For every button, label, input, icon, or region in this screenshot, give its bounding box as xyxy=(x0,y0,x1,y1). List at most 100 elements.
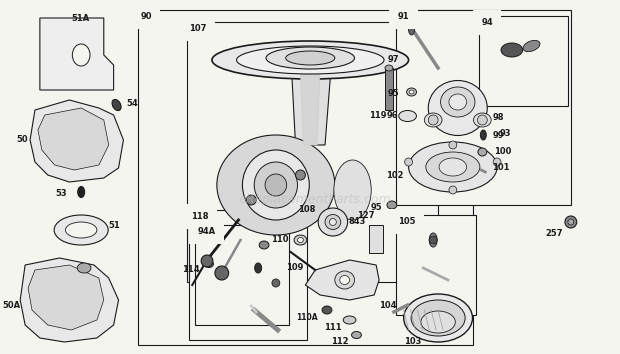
Ellipse shape xyxy=(481,114,486,122)
Text: 110: 110 xyxy=(271,235,289,245)
Ellipse shape xyxy=(259,241,269,249)
Text: 104: 104 xyxy=(379,302,397,310)
Polygon shape xyxy=(20,258,118,342)
Text: 95: 95 xyxy=(387,90,399,98)
Ellipse shape xyxy=(426,152,480,182)
Ellipse shape xyxy=(255,263,262,273)
Text: 111: 111 xyxy=(324,324,342,332)
Ellipse shape xyxy=(236,46,384,74)
Ellipse shape xyxy=(112,99,121,110)
Ellipse shape xyxy=(54,215,108,245)
Bar xyxy=(370,225,383,253)
Bar xyxy=(479,16,568,106)
Circle shape xyxy=(449,141,457,149)
Text: 107: 107 xyxy=(189,24,206,33)
Ellipse shape xyxy=(480,130,486,140)
Ellipse shape xyxy=(343,316,356,324)
Circle shape xyxy=(405,158,412,166)
Bar xyxy=(385,68,393,110)
Ellipse shape xyxy=(329,218,336,225)
Text: 97: 97 xyxy=(388,56,399,64)
Text: 127: 127 xyxy=(358,211,375,219)
Ellipse shape xyxy=(294,235,307,245)
Ellipse shape xyxy=(441,87,475,117)
Ellipse shape xyxy=(352,331,361,338)
Circle shape xyxy=(449,186,457,194)
Circle shape xyxy=(477,115,487,125)
Circle shape xyxy=(296,170,306,180)
Bar xyxy=(396,10,571,205)
Ellipse shape xyxy=(73,44,90,66)
Text: 103: 103 xyxy=(404,337,422,347)
Ellipse shape xyxy=(409,25,415,35)
Ellipse shape xyxy=(407,88,417,96)
Ellipse shape xyxy=(286,51,335,65)
Polygon shape xyxy=(306,260,379,300)
Bar xyxy=(396,215,476,315)
Text: 50: 50 xyxy=(17,136,28,144)
Bar xyxy=(195,225,289,325)
Text: 113: 113 xyxy=(200,233,217,241)
Ellipse shape xyxy=(449,94,467,110)
Polygon shape xyxy=(40,18,113,90)
Ellipse shape xyxy=(78,263,91,273)
Ellipse shape xyxy=(78,187,84,198)
Ellipse shape xyxy=(318,208,348,236)
Bar xyxy=(138,10,472,345)
Ellipse shape xyxy=(265,174,286,196)
Polygon shape xyxy=(38,108,108,170)
Text: 105: 105 xyxy=(398,217,415,226)
Polygon shape xyxy=(291,70,331,145)
Text: 118: 118 xyxy=(192,212,209,221)
Circle shape xyxy=(201,255,213,267)
Ellipse shape xyxy=(421,311,455,333)
Ellipse shape xyxy=(242,150,309,220)
Text: 257: 257 xyxy=(546,229,563,239)
Ellipse shape xyxy=(439,158,467,176)
Text: 54: 54 xyxy=(126,98,138,108)
Ellipse shape xyxy=(568,219,574,225)
Text: 108: 108 xyxy=(298,206,315,215)
Circle shape xyxy=(272,279,280,287)
Polygon shape xyxy=(28,265,104,330)
Text: 102: 102 xyxy=(386,171,404,179)
Text: 51: 51 xyxy=(108,221,120,229)
Text: 110A: 110A xyxy=(296,313,318,321)
Circle shape xyxy=(215,266,229,280)
Ellipse shape xyxy=(217,135,335,235)
Ellipse shape xyxy=(411,300,465,336)
Ellipse shape xyxy=(266,47,355,69)
Bar xyxy=(189,210,308,340)
Text: 119: 119 xyxy=(370,110,387,120)
Text: 50A: 50A xyxy=(2,301,20,309)
Ellipse shape xyxy=(428,80,487,136)
Ellipse shape xyxy=(565,216,577,228)
Ellipse shape xyxy=(501,43,523,57)
Ellipse shape xyxy=(409,142,497,192)
Text: 101: 101 xyxy=(492,164,510,172)
Polygon shape xyxy=(301,70,320,145)
Text: 109: 109 xyxy=(286,263,303,273)
Text: 91: 91 xyxy=(398,12,409,21)
Ellipse shape xyxy=(335,271,355,289)
Circle shape xyxy=(493,158,501,166)
Text: 90: 90 xyxy=(140,12,152,21)
Text: 100: 100 xyxy=(494,148,512,156)
Ellipse shape xyxy=(254,162,298,208)
Ellipse shape xyxy=(340,275,350,285)
Ellipse shape xyxy=(200,120,352,250)
Ellipse shape xyxy=(409,90,414,94)
Ellipse shape xyxy=(429,233,437,247)
Ellipse shape xyxy=(325,215,341,229)
Ellipse shape xyxy=(385,65,393,71)
Ellipse shape xyxy=(322,306,332,314)
Text: 96: 96 xyxy=(386,112,398,120)
Text: 94: 94 xyxy=(481,18,493,27)
Text: eReplacementParts.com: eReplacementParts.com xyxy=(239,194,391,206)
Text: 98: 98 xyxy=(492,114,503,122)
Circle shape xyxy=(246,195,256,205)
Ellipse shape xyxy=(399,110,417,121)
Ellipse shape xyxy=(205,261,213,268)
Bar xyxy=(187,22,438,282)
Polygon shape xyxy=(30,100,123,182)
